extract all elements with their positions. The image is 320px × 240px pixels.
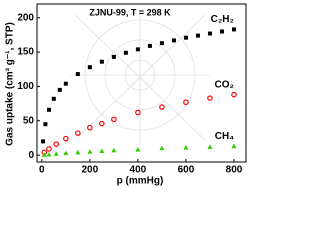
point <box>183 35 188 40</box>
y-tick-label: 200 <box>17 12 34 23</box>
point <box>41 152 47 157</box>
x-tick-label: 0 <box>39 165 45 176</box>
point <box>63 81 68 86</box>
x-tick-label: 200 <box>82 165 99 176</box>
x-axis-label: p (mmHg) <box>117 176 164 187</box>
point <box>41 139 46 144</box>
y-axis-label: Gas uptake (cm³ g⁻¹, STP) <box>5 22 16 146</box>
point <box>159 104 165 110</box>
point <box>99 59 104 64</box>
point <box>195 33 200 38</box>
y-tick-label: 100 <box>17 81 34 92</box>
point <box>219 29 224 34</box>
point <box>207 95 213 101</box>
point <box>207 144 213 149</box>
point <box>51 96 56 101</box>
point <box>99 120 105 127</box>
series-label: C₂H₂ <box>211 14 234 25</box>
point <box>135 109 141 116</box>
point <box>63 135 69 142</box>
point <box>183 145 189 150</box>
point <box>87 124 93 131</box>
point <box>231 27 236 32</box>
point <box>53 151 59 156</box>
point <box>171 38 176 43</box>
point <box>159 41 164 46</box>
point <box>147 43 152 48</box>
point <box>53 141 60 147</box>
point <box>123 50 128 55</box>
point <box>46 146 52 152</box>
point <box>87 65 92 70</box>
series-label: CO₂ <box>215 79 234 90</box>
x-tick-label: 800 <box>226 165 243 176</box>
point <box>231 91 237 98</box>
point <box>43 122 48 127</box>
point <box>99 148 105 154</box>
point <box>46 151 52 157</box>
y-tick-label: 50 <box>23 115 35 126</box>
point <box>111 147 117 153</box>
point <box>47 107 52 112</box>
point <box>75 130 81 136</box>
point <box>135 47 140 52</box>
background-structure <box>70 10 210 145</box>
series-label: CH₄ <box>215 131 234 142</box>
annotation: ZJNU-99, T = 298 K <box>89 7 171 17</box>
x-tick-label: 600 <box>178 165 195 176</box>
chart: ZJNU-99, T = 298 K p (mmHg) Gas uptake (… <box>5 3 247 187</box>
point <box>111 54 116 59</box>
plot-frame <box>36 3 247 163</box>
point <box>135 147 141 152</box>
point <box>75 72 80 77</box>
point <box>87 149 93 154</box>
y-tick-label: 150 <box>17 47 34 58</box>
point <box>111 116 117 123</box>
point <box>183 99 189 106</box>
y-tick-label: 0 <box>28 150 34 161</box>
point <box>207 31 212 36</box>
point <box>231 143 237 149</box>
x-tick-label: 400 <box>130 165 147 176</box>
point <box>159 145 165 151</box>
point <box>63 150 69 156</box>
point <box>57 87 62 92</box>
point <box>75 149 81 155</box>
